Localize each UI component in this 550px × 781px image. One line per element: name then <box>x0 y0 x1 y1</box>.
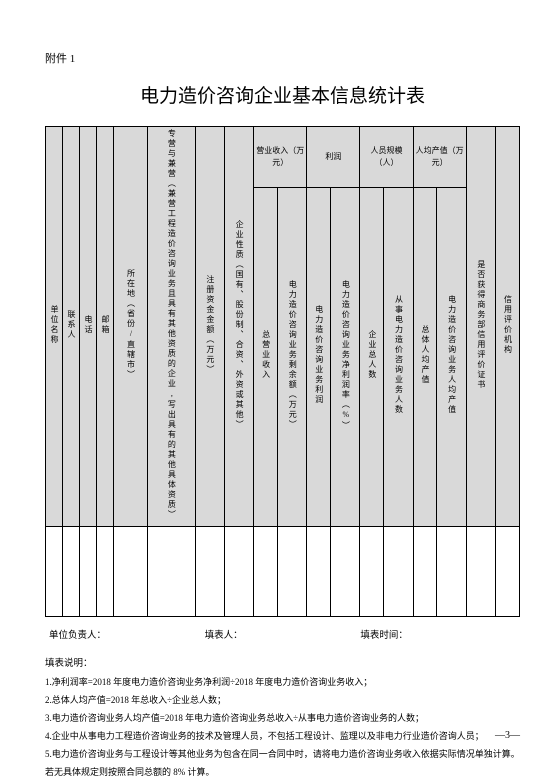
col-has-cert: 是否获得商务部信用评价证书 <box>466 127 495 527</box>
cell <box>46 527 63 617</box>
cell <box>495 527 519 617</box>
col-per-capita: 人均产值（万元） <box>413 127 466 188</box>
col-consult-staff: 从事电力造价咨询业务人数 <box>384 188 413 527</box>
info-table: 单位名称 联系人 电话 邮箱 所在地（省份/直辖市） 专营与兼营（兼营工程造价咨… <box>45 126 520 617</box>
col-staff-scale: 人员规模（人） <box>360 127 413 188</box>
note-item: 3.电力造价咨询业务人均产值=2018 年电力造价咨询业务总收入÷从事电力造价咨… <box>45 709 520 727</box>
attachment-label: 附件 1 <box>45 50 520 66</box>
col-eval-org: 信用评价机构 <box>495 127 519 527</box>
col-consult-per-capita: 电力造价咨询业务人均产值 <box>437 188 466 527</box>
col-total-revenue: 总营业收入 <box>254 188 278 527</box>
note-item: 4.企业中从事电力工程造价咨询业务的技术及管理人员，不包括工程设计、监理以及非电… <box>45 727 520 745</box>
signature-row: 单位负责人： 填表人： 填表时间： <box>45 627 520 641</box>
col-unit-name: 单位名称 <box>46 127 63 527</box>
cell <box>62 527 79 617</box>
col-reg-capital: 注册资金金额（万元） <box>195 127 224 527</box>
col-contact: 联系人 <box>62 127 79 527</box>
cell <box>437 527 466 617</box>
note-item: 2.总体人均产值=2018 年总收入÷企业总人数； <box>45 691 520 709</box>
col-phone: 电话 <box>79 127 96 527</box>
cell <box>331 527 360 617</box>
table-row <box>46 527 520 617</box>
cell <box>466 527 495 617</box>
responsible-label: 单位负责人： <box>49 627 205 641</box>
cell <box>224 527 253 617</box>
cell <box>360 527 384 617</box>
col-total-staff: 企业总人数 <box>360 188 384 527</box>
col-consult-profit: 电力造价咨询业务利润 <box>307 188 331 527</box>
cell <box>96 527 113 617</box>
col-revenue: 营业收入（万元） <box>254 127 307 188</box>
main-title: 电力造价咨询企业基本信息统计表 <box>45 81 520 108</box>
col-profit-rate: 电力造价咨询业务净利润率（%） <box>331 188 360 527</box>
note-item: 1.净利润率=2018 年度电力造价咨询业务净利润÷2018 年度电力造价咨询业… <box>45 673 520 691</box>
cell <box>278 527 307 617</box>
cell <box>79 527 96 617</box>
cell <box>307 527 331 617</box>
cell <box>254 527 278 617</box>
table-header: 单位名称 联系人 电话 邮箱 所在地（省份/直辖市） 专营与兼营（兼营工程造价咨… <box>46 127 520 527</box>
cell <box>113 527 147 617</box>
col-org-type: 企业性质（国有、股份制、合资、外资或其他） <box>224 127 253 527</box>
filler-label: 填表人： <box>205 627 361 641</box>
col-email: 邮箱 <box>96 127 113 527</box>
note-item: 5.电力造价咨询业务与工程设计等其他业务为包含在同一合同中时，请将电力造价咨询业… <box>45 745 520 781</box>
cell <box>195 527 224 617</box>
col-location: 所在地（省份/直辖市） <box>113 127 147 527</box>
cell <box>413 527 437 617</box>
notes-title: 填表说明： <box>45 655 520 669</box>
time-label: 填表时间： <box>360 627 516 641</box>
col-total-per-capita: 总体人均产值 <box>413 188 437 527</box>
cell <box>384 527 413 617</box>
page-number: —3— <box>495 730 520 741</box>
col-consult-revenue: 电力造价咨询业务剩余额（万元） <box>278 188 307 527</box>
cell <box>147 527 195 617</box>
col-business: 专营与兼营（兼营工程造价咨询业务且具有其他资质的企业,写出具有的其他具体资质） <box>147 127 195 527</box>
notes-list: 1.净利润率=2018 年度电力造价咨询业务净利润÷2018 年度电力造价咨询业… <box>45 673 520 781</box>
col-profit: 利润 <box>307 127 360 188</box>
